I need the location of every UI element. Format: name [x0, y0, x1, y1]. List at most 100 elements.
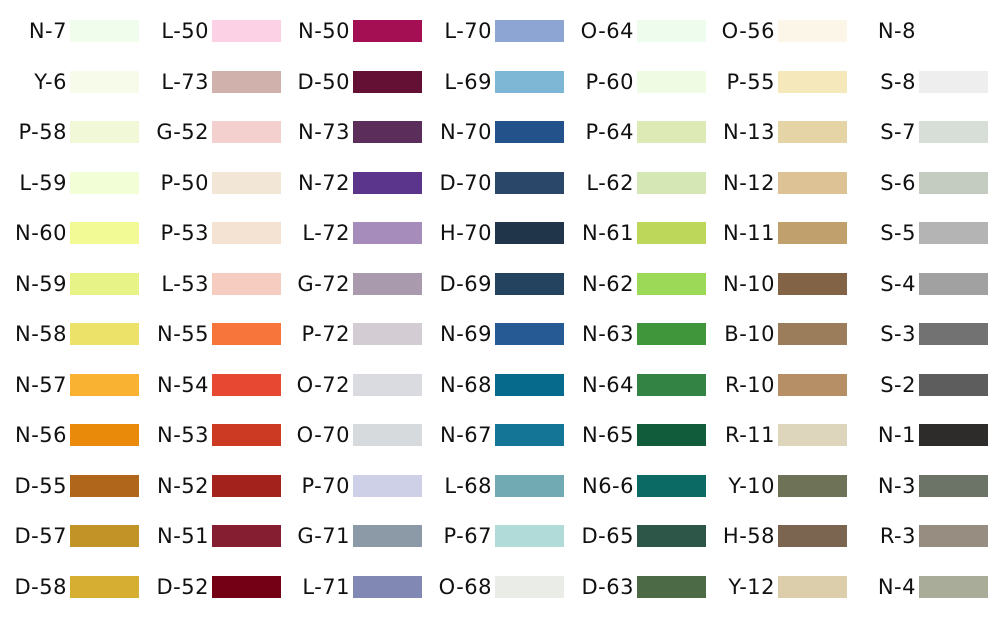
swatch-cell: N-65 [0, 423, 706, 447]
swatch-cell: B-10 [0, 322, 847, 346]
color-swatch [70, 222, 139, 244]
swatch-code: D-58 [14, 575, 67, 599]
swatch-cell: P-70 [0, 474, 422, 498]
swatch-code: D-50 [297, 70, 350, 94]
swatch-code: L-73 [161, 70, 209, 94]
swatch-code: S-8 [880, 70, 916, 94]
swatch-code: L-70 [444, 19, 492, 43]
color-swatch [495, 121, 564, 143]
swatch-cell: S-6 [0, 171, 988, 195]
color-swatch [637, 525, 706, 547]
swatch-code: N-51 [156, 524, 209, 548]
swatch-cell: R-3 [0, 524, 988, 548]
color-swatch [212, 576, 281, 598]
swatch-code: S-7 [880, 120, 916, 144]
swatch-code: P-64 [585, 120, 634, 144]
swatch-code: N-69 [439, 322, 492, 346]
color-swatch [637, 323, 706, 345]
swatch-code: N-62 [581, 272, 634, 296]
color-swatch [495, 172, 564, 194]
color-swatch [353, 71, 422, 93]
swatch-code: L-53 [161, 272, 209, 296]
color-swatch [353, 525, 422, 547]
color-swatch [353, 374, 422, 396]
swatch-code: H-58 [722, 524, 775, 548]
color-swatch [778, 374, 847, 396]
color-swatch [637, 576, 706, 598]
swatch-cell: P-64 [0, 120, 706, 144]
swatch-code: N6-6 [581, 474, 634, 498]
swatch-cell: P-67 [0, 524, 564, 548]
swatch-code: R-10 [724, 373, 775, 397]
color-swatch [919, 172, 988, 194]
swatch-cell: N-59 [0, 272, 139, 296]
swatch-cell: R-10 [0, 373, 847, 397]
swatch-code: P-70 [301, 474, 350, 498]
color-swatch [919, 273, 988, 295]
swatch-code: N-4 [877, 575, 916, 599]
color-swatch [778, 424, 847, 446]
swatch-code: D-52 [156, 575, 209, 599]
color-swatch [919, 475, 988, 497]
swatch-cell: G-71 [0, 524, 422, 548]
color-swatch [495, 576, 564, 598]
color-swatch [637, 374, 706, 396]
swatch-cell: N-8 [0, 19, 988, 43]
swatch-code: N-57 [14, 373, 67, 397]
color-swatch [637, 222, 706, 244]
swatch-cell: N-69 [0, 322, 564, 346]
color-swatch [637, 424, 706, 446]
swatch-code: N-11 [722, 221, 775, 245]
color-swatch [637, 20, 706, 42]
color-swatch [919, 323, 988, 345]
swatch-code: P-50 [160, 171, 209, 195]
swatch-cell: O-68 [0, 575, 564, 599]
swatch-cell: N-13 [0, 120, 847, 144]
swatch-cell: L-59 [0, 171, 139, 195]
color-swatch [70, 121, 139, 143]
color-swatch [778, 475, 847, 497]
swatch-code: N-67 [439, 423, 492, 447]
swatch-cell: N-12 [0, 171, 847, 195]
swatch-code: L-72 [302, 221, 350, 245]
color-swatch [212, 71, 281, 93]
swatch-cell: S-8 [0, 70, 988, 94]
color-swatch [778, 71, 847, 93]
swatch-code: D-55 [14, 474, 67, 498]
swatch-code: L-68 [444, 474, 492, 498]
swatch-code: P-55 [726, 70, 775, 94]
swatch-cell: H-58 [0, 524, 847, 548]
swatch-code: N-1 [877, 423, 916, 447]
swatch-cell: L-71 [0, 575, 422, 599]
color-swatch [70, 323, 139, 345]
swatch-cell: N-61 [0, 221, 706, 245]
color-swatch [212, 525, 281, 547]
color-swatch [70, 273, 139, 295]
swatch-cell: L-70 [0, 19, 564, 43]
color-swatch [919, 525, 988, 547]
color-swatch [637, 475, 706, 497]
color-swatch [212, 374, 281, 396]
swatch-cell: N-70 [0, 120, 564, 144]
swatch-cell: D-57 [0, 524, 139, 548]
swatch-code: D-69 [439, 272, 492, 296]
swatch-code: N-61 [581, 221, 634, 245]
color-swatch [353, 475, 422, 497]
color-swatch [212, 121, 281, 143]
swatch-cell: N-50 [0, 19, 422, 43]
swatch-cell: L-50 [0, 19, 281, 43]
color-swatch [353, 576, 422, 598]
swatch-code: P-58 [18, 120, 67, 144]
swatch-cell: S-7 [0, 120, 988, 144]
color-swatch [919, 576, 988, 598]
swatch-cell: N-58 [0, 322, 139, 346]
swatch-code: N-68 [439, 373, 492, 397]
swatch-cell: L-53 [0, 272, 281, 296]
color-swatch [919, 222, 988, 244]
color-swatch [353, 20, 422, 42]
swatch-cell: N-68 [0, 373, 564, 397]
color-swatch [778, 222, 847, 244]
color-swatch [637, 71, 706, 93]
swatch-cell: N-10 [0, 272, 847, 296]
swatch-code: O-70 [296, 423, 350, 447]
